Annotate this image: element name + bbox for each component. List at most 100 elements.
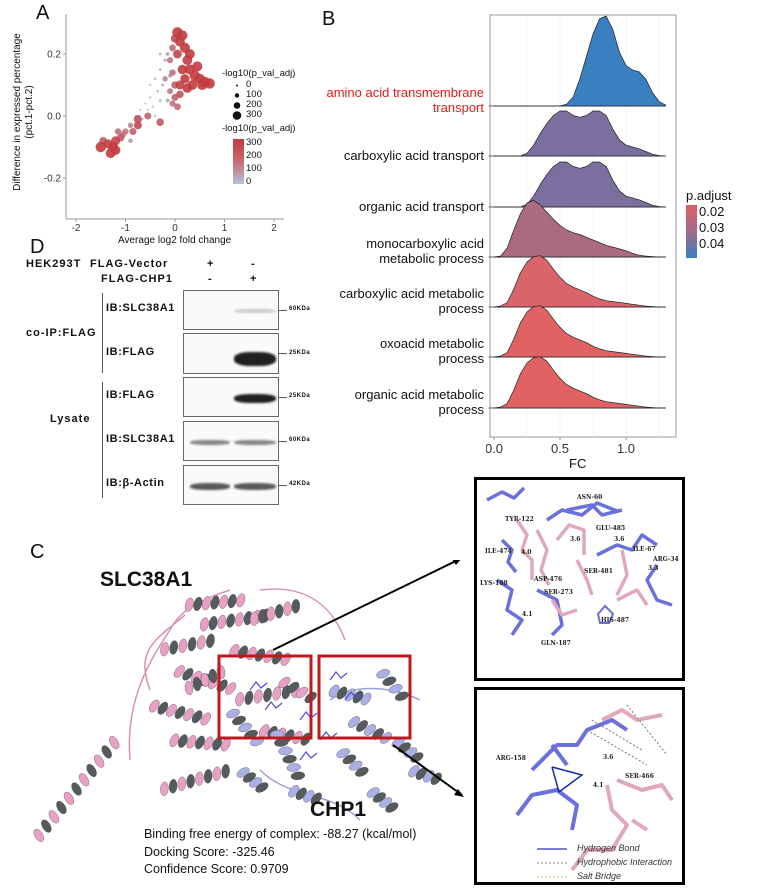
scatter-point <box>165 98 170 103</box>
residue-label: ILE-474 <box>485 548 512 555</box>
padjust-legend-title: p.adjust <box>686 188 732 203</box>
interface-box-2[interactable] <box>317 654 412 740</box>
color-legend-300: 300 <box>246 137 262 148</box>
helix <box>149 699 211 726</box>
y-tick-label-a: -0.2 <box>44 174 62 185</box>
scatter-point <box>169 69 176 76</box>
scatter-point <box>173 49 182 59</box>
helix <box>269 729 306 781</box>
residue-label: SER-273 <box>544 589 573 596</box>
lane1-chp1: - <box>208 273 213 285</box>
helix <box>33 736 120 842</box>
group-lysate: Lysate <box>50 413 91 425</box>
kda-label: 60KDa <box>289 437 311 443</box>
residue-label: 4.1 <box>522 611 533 618</box>
residue-label: ARG-34 <box>653 556 679 563</box>
x-tick-label-a: 1 <box>222 223 228 234</box>
scatter-point <box>179 42 190 53</box>
plot-frame-b <box>489 14 677 438</box>
helix <box>184 593 246 612</box>
residue-label: ASP-476 <box>534 576 563 583</box>
xlabel-a: Average log2 fold change <box>118 235 232 246</box>
scatter-point <box>127 122 134 128</box>
cell-line: HEK293T <box>26 258 82 270</box>
ridgeline-plot-b: 0.0 0.5 1.0 <box>486 14 677 455</box>
size-legend-dot <box>233 102 241 109</box>
residue-label: ILE-67 <box>633 546 656 553</box>
kda-label: 25KDa <box>289 393 311 399</box>
residue-stick <box>299 751 318 761</box>
condition-vector: FLAG-Vector <box>90 258 169 270</box>
scatter-point <box>144 102 147 105</box>
protein1-label: SLC38A1 <box>100 568 193 591</box>
x-tick-label-b: 0.5 <box>551 441 569 455</box>
scatter-point <box>105 148 116 159</box>
blot-band <box>234 351 276 366</box>
panel-label-c: C <box>30 541 45 563</box>
residue-label: SER-481 <box>584 568 613 575</box>
residue-stick <box>344 691 363 701</box>
helix <box>336 748 369 777</box>
size-legend-100: 100 <box>246 89 262 100</box>
color-legend-title: -log10(p_val_adj) <box>222 123 296 134</box>
blot-band <box>234 482 276 490</box>
scatter-point <box>177 64 188 75</box>
residue-stick <box>546 501 618 522</box>
size-legend-labels: 0 100 200 300 <box>246 80 262 120</box>
blot-panel <box>183 465 279 505</box>
residue-label: 3.6 <box>614 536 625 543</box>
residue-stick <box>630 818 649 832</box>
scatter-point <box>161 83 165 87</box>
ridge-label: process <box>438 301 484 316</box>
legend-label: Hydrophobic Interaction <box>577 857 673 867</box>
inset2-sticks <box>515 704 674 878</box>
scatter-point <box>204 78 215 89</box>
scatter-point <box>156 89 160 93</box>
ylabel-a-line1: Difference in expressed percentage <box>12 33 23 191</box>
panel-label-a: A <box>36 2 50 24</box>
residue-label: 3.6 <box>570 536 581 543</box>
zoom-arrow-1 <box>272 560 461 651</box>
hydrophobic-interaction <box>586 704 668 766</box>
legend-label: Hydrogen Bond <box>577 843 640 853</box>
helix <box>408 765 442 785</box>
interface-box-1[interactable] <box>217 654 313 740</box>
scatter-point <box>176 90 184 99</box>
residue-label: 3.3 <box>648 565 659 572</box>
padjust-003: 0.03 <box>699 220 725 235</box>
size-legend-0: 0 <box>246 79 252 90</box>
residue-stick <box>486 486 526 502</box>
ridge-label: monocarboxylic acid <box>366 236 484 251</box>
xlabel-b: FC <box>569 456 587 471</box>
helix <box>348 716 392 744</box>
ridge-label: oxoacid metabolic <box>379 336 484 351</box>
scatter-point <box>139 108 142 111</box>
ridge-label: transport <box>432 100 484 115</box>
helix <box>250 599 300 626</box>
panel-label-d: D <box>30 236 45 258</box>
helix <box>160 764 230 796</box>
residue-label: GLN-187 <box>541 640 571 647</box>
x-tick-label-b: 0.0 <box>486 441 503 455</box>
color-legend-100: 100 <box>246 163 262 174</box>
blot-row-label: IB:SLC38A1 <box>106 302 175 314</box>
residue-stick <box>616 588 649 606</box>
arrowhead-icon <box>454 789 464 797</box>
docking-score: Docking Score: -325.46 <box>144 845 275 859</box>
hydrogen-bond <box>551 766 584 793</box>
color-legend-0: 0 <box>246 176 252 187</box>
inset1-sticks <box>486 486 673 637</box>
lane2-vector: - <box>251 258 256 270</box>
protein2-label: CHP1 <box>310 798 367 821</box>
residue-stick <box>616 778 674 802</box>
residue-stick <box>615 549 629 596</box>
scatter-point <box>189 70 200 81</box>
scatter-point <box>128 138 133 144</box>
legend-label: Salt Bridge <box>577 871 622 881</box>
ridge-label: amino acid transmembrane <box>326 85 484 100</box>
residue-stick <box>575 559 594 596</box>
residue-stick <box>570 784 629 872</box>
scatter-point <box>167 88 174 95</box>
binding-energy: Binding free energy of complex: -88.27 (… <box>144 827 417 841</box>
blot-row-label: IB:β-Actin <box>106 477 165 489</box>
